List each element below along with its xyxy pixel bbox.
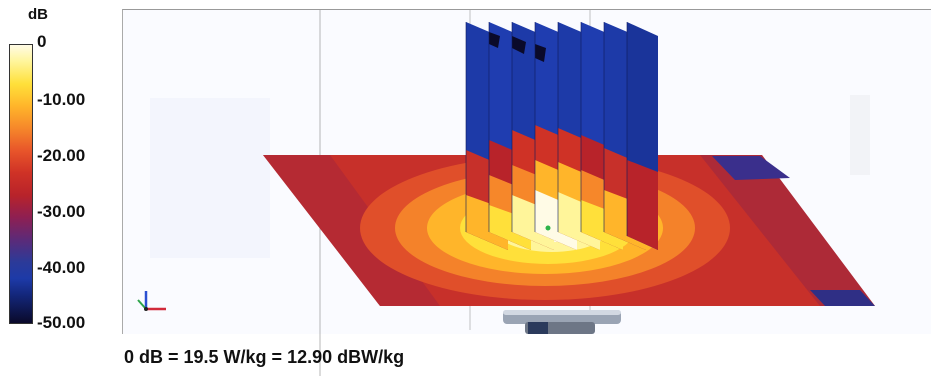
colorbar-tick-1: -10.00 [37, 90, 86, 109]
colorbar-tick-2: -20.00 [37, 146, 86, 165]
colorbar-tick-5: -50.00 [37, 313, 86, 332]
phone-phantom-cylinder [503, 310, 621, 334]
vertical-slices [465, 22, 658, 250]
colorbar-unit-label: dB [28, 6, 48, 23]
axis-triad-icon [137, 291, 166, 311]
colorbar [9, 44, 33, 324]
colorbar-tick-0: 0 [37, 32, 47, 51]
normalization-caption: 0 dB = 19.5 W/kg = 12.90 dBW/kg [124, 347, 405, 367]
colorbar-tick-3: -30.00 [37, 202, 86, 221]
background-artifacts [150, 10, 870, 376]
colorbar-tick-4: -40.00 [37, 258, 86, 277]
